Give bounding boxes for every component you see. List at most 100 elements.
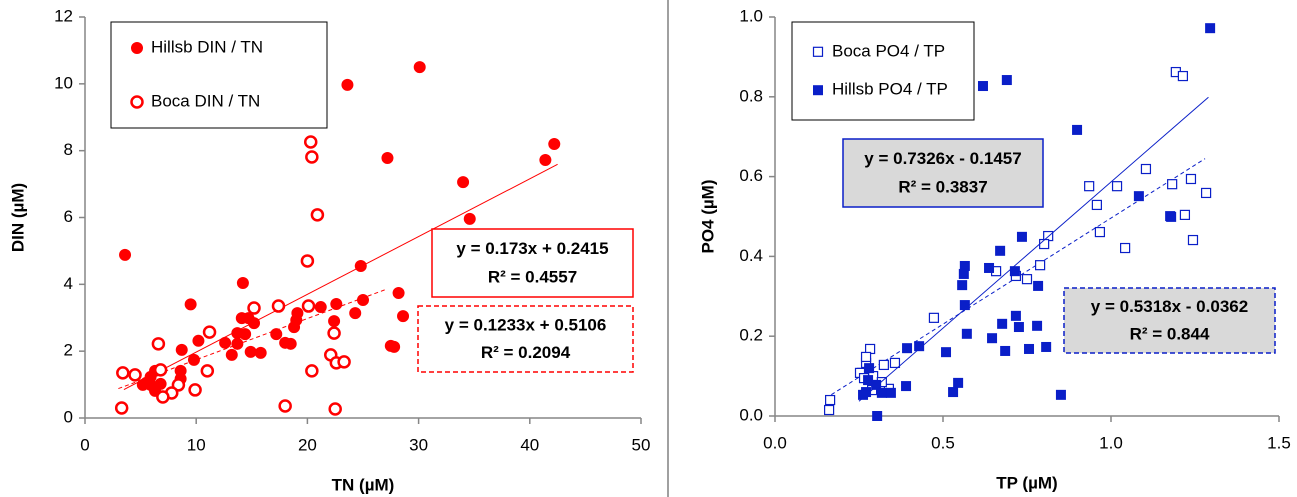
point	[119, 248, 132, 261]
y-tick-label: 8	[64, 140, 73, 159]
legend-label: Boca DIN / TN	[151, 91, 260, 110]
point	[284, 337, 297, 350]
point	[871, 379, 882, 390]
legend-box	[110, 21, 328, 129]
point	[225, 348, 238, 361]
point	[1032, 320, 1043, 331]
trendline-equation: y = 0.5318x - 0.0362	[1091, 297, 1248, 316]
point	[1024, 343, 1035, 354]
point	[1000, 345, 1011, 356]
point	[995, 245, 1006, 256]
trendline-equation: y = 0.7326x - 0.1457	[864, 149, 1021, 168]
point	[1205, 23, 1216, 34]
point	[1166, 211, 1177, 222]
point	[128, 368, 142, 382]
equation-box	[1063, 287, 1276, 354]
point	[548, 137, 561, 150]
point	[948, 387, 959, 398]
trendline-r-squared: R² = 0.4557	[488, 267, 577, 286]
point	[872, 411, 883, 421]
point	[254, 346, 267, 359]
point	[392, 287, 405, 300]
y-tick-label: 0.2	[739, 326, 763, 345]
point	[457, 176, 470, 189]
point	[231, 337, 244, 350]
point	[1094, 226, 1106, 238]
point	[357, 294, 369, 307]
point	[463, 212, 476, 225]
x-tick-label: 30	[409, 435, 428, 454]
y-tick-label: 10	[54, 73, 73, 92]
point	[860, 351, 872, 363]
point	[823, 404, 835, 416]
trendline-equation: y = 0.1233x + 0.5106	[445, 315, 607, 334]
point	[337, 355, 351, 369]
point	[270, 328, 283, 341]
point	[328, 402, 342, 416]
point	[184, 298, 197, 311]
y-tick-label: 4	[64, 274, 73, 293]
point	[1021, 274, 1033, 285]
equation-box	[417, 305, 634, 373]
point	[977, 81, 988, 92]
point	[305, 150, 319, 164]
point	[248, 317, 261, 330]
point	[1120, 242, 1131, 254]
point	[413, 61, 426, 74]
point	[247, 301, 261, 315]
point	[878, 359, 889, 371]
point	[1016, 231, 1027, 242]
point	[997, 318, 1008, 329]
point	[1133, 191, 1144, 202]
x-tick-label: 1.5	[1267, 433, 1291, 452]
equation-box	[842, 138, 1044, 208]
trendline-r-squared: R² = 0.3837	[898, 177, 987, 196]
legend-label: Hillsb PO4 / TP	[832, 80, 948, 99]
point	[961, 328, 972, 339]
x-axis-title: TP (µM)	[996, 473, 1057, 492]
y-tick-label: 2	[64, 341, 73, 360]
point	[1200, 187, 1212, 199]
legend-label: Boca PO4 / TP	[832, 41, 945, 60]
point	[187, 353, 200, 366]
point	[901, 381, 912, 392]
point	[327, 326, 341, 340]
point	[1033, 280, 1044, 291]
legend-label: Hillsb DIN / TN	[151, 37, 263, 56]
point	[1179, 209, 1191, 221]
legend-marker	[813, 85, 823, 96]
y-tick-label: 0.0	[739, 405, 763, 424]
point	[1111, 181, 1123, 192]
point	[864, 363, 875, 374]
trendline	[123, 163, 558, 391]
point	[1035, 260, 1046, 271]
point	[1010, 310, 1021, 321]
legend-marker	[131, 42, 143, 54]
point	[175, 343, 188, 356]
x-axis-title: TN (µM)	[332, 475, 395, 494]
point	[328, 315, 341, 328]
point	[301, 299, 316, 313]
trendline-equation: y = 0.173x + 0.2415	[456, 239, 608, 258]
point	[1187, 234, 1199, 246]
point	[114, 401, 129, 415]
point	[310, 208, 325, 222]
point	[957, 280, 968, 291]
point	[1140, 163, 1152, 175]
y-tick-label: 12	[54, 6, 73, 25]
y-axis-title: DIN (µM)	[8, 183, 27, 252]
point	[219, 336, 232, 349]
point	[300, 254, 315, 268]
point	[1001, 75, 1012, 86]
x-tick-label: 0	[80, 435, 89, 454]
point	[1185, 173, 1197, 185]
point	[539, 154, 552, 167]
x-tick-label: 40	[520, 435, 539, 454]
point	[885, 387, 896, 398]
y-tick-label: 0.6	[739, 166, 763, 185]
point	[156, 390, 170, 404]
point	[202, 325, 217, 339]
point	[876, 387, 887, 398]
trendline-r-squared: R² = 0.2094	[481, 343, 571, 362]
